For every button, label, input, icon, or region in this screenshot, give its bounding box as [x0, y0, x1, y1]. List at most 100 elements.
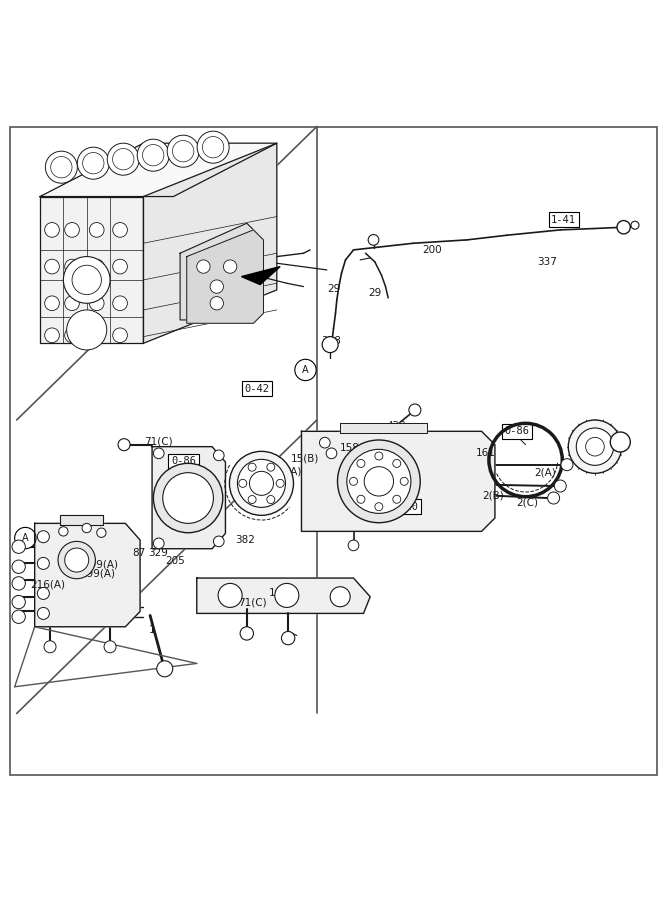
Circle shape [357, 459, 365, 467]
Circle shape [113, 296, 127, 310]
Text: 0-20: 0-20 [393, 501, 418, 512]
Text: 423: 423 [386, 421, 406, 431]
Circle shape [67, 310, 107, 350]
Text: A: A [22, 533, 29, 543]
Text: 2(B): 2(B) [483, 491, 504, 500]
Circle shape [267, 464, 275, 472]
Circle shape [118, 438, 130, 451]
Circle shape [281, 632, 295, 644]
Circle shape [153, 538, 164, 549]
Circle shape [561, 459, 573, 471]
Circle shape [393, 459, 401, 467]
Circle shape [248, 496, 256, 503]
Text: 29: 29 [368, 288, 382, 298]
Circle shape [82, 524, 91, 533]
Circle shape [72, 266, 101, 294]
Circle shape [213, 536, 224, 546]
Circle shape [568, 420, 622, 473]
Circle shape [350, 477, 358, 485]
Circle shape [12, 596, 25, 608]
Circle shape [113, 328, 127, 343]
Text: 71(C): 71(C) [145, 437, 173, 447]
Circle shape [554, 480, 566, 492]
Circle shape [275, 583, 299, 608]
Polygon shape [143, 143, 277, 343]
Circle shape [37, 608, 49, 619]
Circle shape [12, 540, 25, 554]
Circle shape [548, 492, 560, 504]
Text: 329: 329 [148, 548, 168, 558]
Text: 71(C): 71(C) [238, 597, 266, 608]
Circle shape [631, 221, 639, 230]
Circle shape [89, 259, 104, 274]
Circle shape [113, 259, 127, 274]
Circle shape [153, 448, 164, 459]
Text: 0-86: 0-86 [504, 427, 530, 436]
Polygon shape [197, 578, 370, 614]
Text: 87: 87 [132, 548, 145, 558]
Circle shape [330, 587, 350, 607]
Circle shape [197, 131, 229, 163]
Circle shape [89, 328, 104, 343]
Circle shape [65, 296, 79, 310]
Circle shape [59, 526, 68, 536]
Circle shape [12, 610, 25, 624]
Circle shape [326, 448, 337, 459]
Circle shape [45, 328, 59, 343]
Circle shape [163, 472, 213, 524]
Text: 337: 337 [537, 256, 557, 267]
Circle shape [319, 437, 330, 448]
Text: 199(A): 199(A) [81, 569, 116, 579]
Circle shape [239, 480, 247, 488]
Circle shape [249, 472, 273, 495]
Circle shape [197, 260, 210, 274]
Text: 216(A): 216(A) [31, 580, 65, 590]
Circle shape [610, 432, 630, 452]
Circle shape [107, 143, 139, 176]
Polygon shape [301, 431, 495, 531]
Circle shape [400, 477, 408, 485]
Circle shape [153, 464, 223, 533]
Circle shape [37, 588, 49, 599]
Polygon shape [40, 196, 143, 343]
Circle shape [576, 428, 614, 465]
Text: 2(A): 2(A) [535, 468, 556, 478]
Text: 168: 168 [269, 589, 289, 598]
Circle shape [364, 467, 394, 496]
Circle shape [203, 137, 224, 157]
Circle shape [113, 222, 127, 238]
Text: 200: 200 [422, 245, 442, 255]
Circle shape [12, 560, 25, 573]
Text: 199(A): 199(A) [84, 559, 119, 569]
Circle shape [229, 451, 293, 516]
Text: 0-86: 0-86 [171, 456, 196, 466]
Text: 15(A): 15(A) [274, 466, 302, 476]
Polygon shape [180, 223, 257, 320]
Polygon shape [60, 516, 103, 525]
Text: 205: 205 [165, 555, 185, 566]
Text: 328: 328 [321, 336, 342, 346]
Text: 0-42: 0-42 [244, 383, 269, 393]
Circle shape [45, 259, 59, 274]
Circle shape [248, 464, 256, 472]
Circle shape [37, 531, 49, 543]
Circle shape [65, 222, 79, 238]
Circle shape [240, 626, 253, 640]
Circle shape [58, 542, 95, 579]
Polygon shape [152, 446, 225, 549]
Polygon shape [187, 230, 263, 323]
Circle shape [45, 222, 59, 238]
Circle shape [137, 140, 169, 171]
Circle shape [44, 641, 56, 652]
Circle shape [223, 260, 237, 274]
Circle shape [267, 496, 275, 503]
Circle shape [97, 528, 106, 537]
Circle shape [157, 661, 173, 677]
Text: 158(A): 158(A) [340, 443, 374, 453]
Circle shape [218, 583, 242, 608]
Circle shape [210, 280, 223, 293]
Text: 161: 161 [476, 448, 496, 458]
Text: A: A [302, 365, 309, 375]
Text: 29: 29 [327, 284, 340, 293]
Text: 2(C): 2(C) [516, 498, 538, 508]
